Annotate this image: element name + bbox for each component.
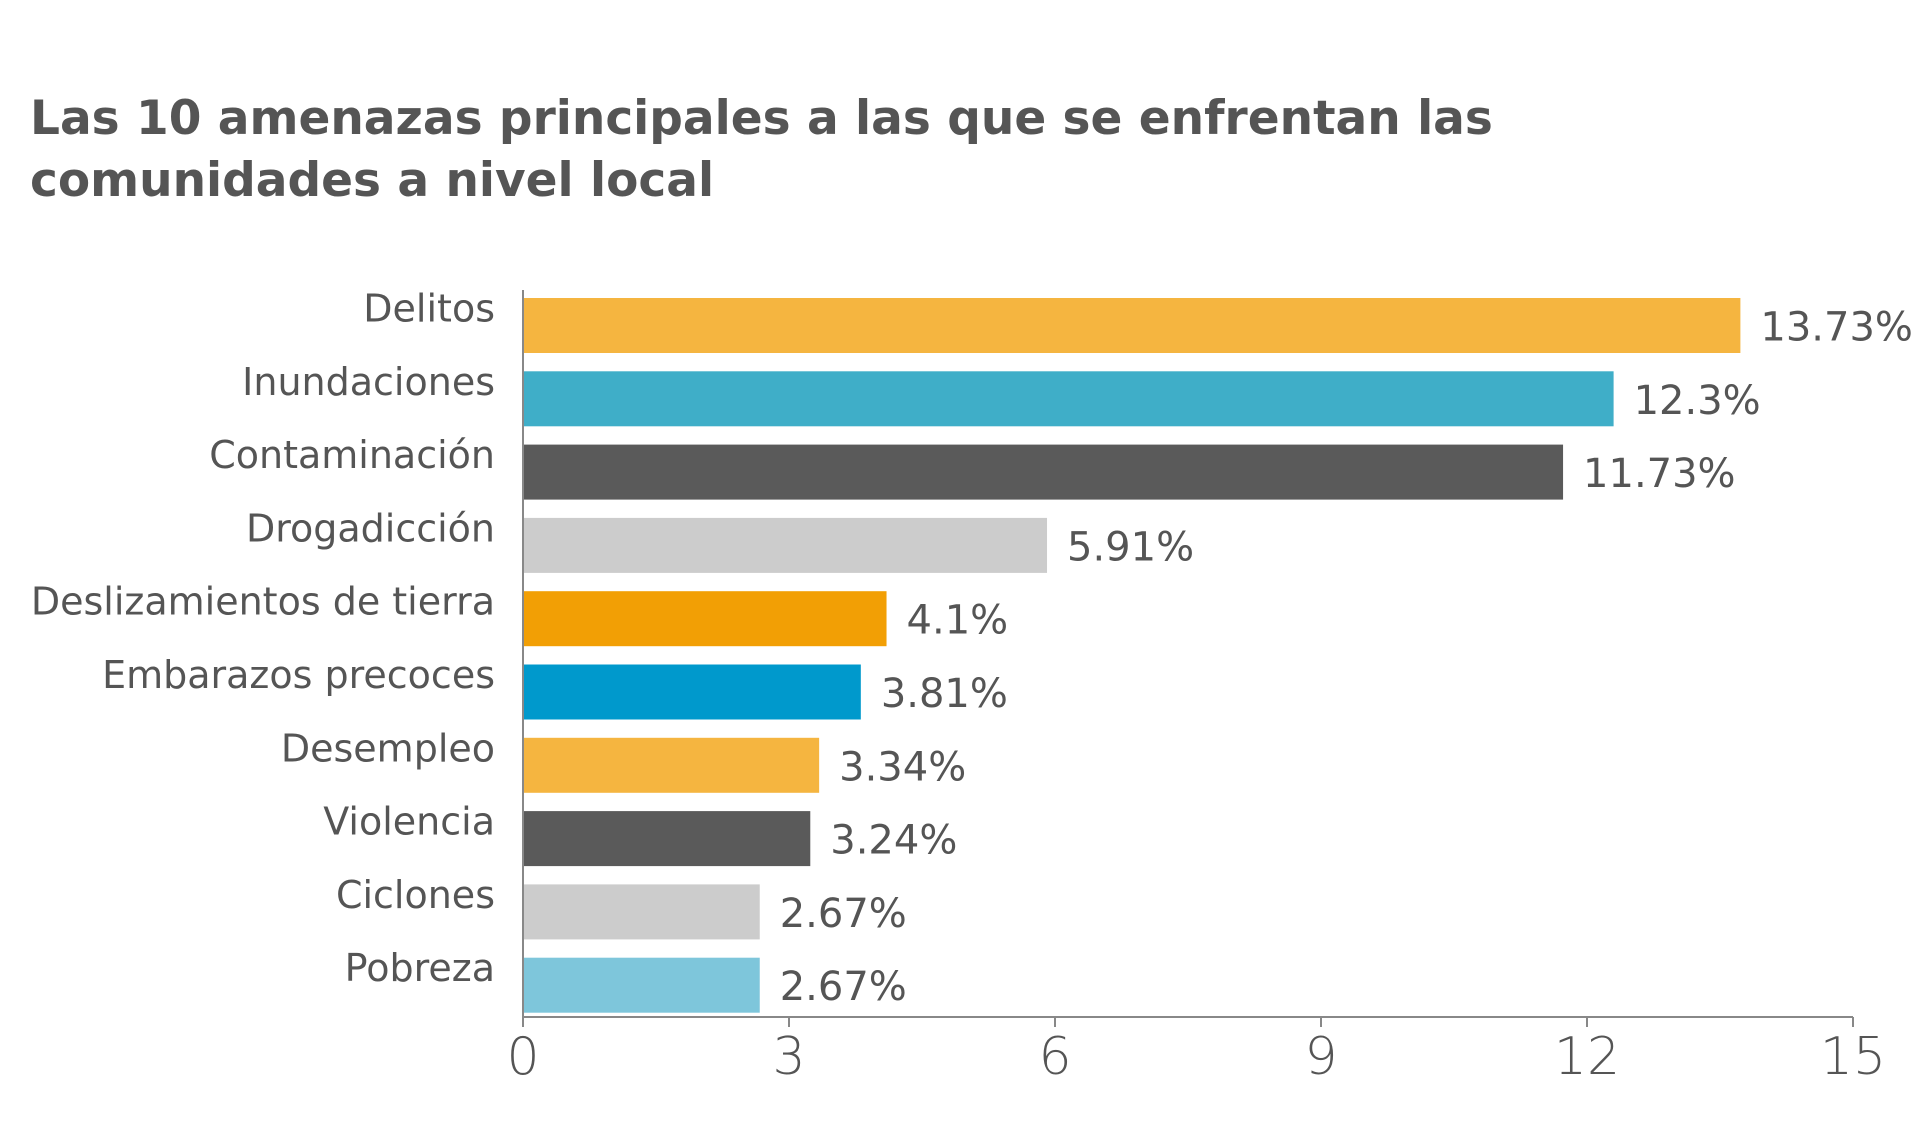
value-label: 2.67% [780,891,907,937]
x-axis-ticks: 0 3 6 9 12 15 [506,1017,1886,1087]
x-tick-label: 9 [1304,1027,1337,1087]
x-tick-label: 15 [1820,1027,1886,1087]
value-label: 4.1% [907,598,1009,644]
value-label: 12.3% [1634,378,1761,424]
x-tick-label: 3 [772,1027,805,1087]
x-tick-label: 6 [1038,1027,1071,1087]
category-label: Delitos [363,287,495,331]
bar-9 [523,884,760,940]
category-label: Deslizamientos de tierra [31,580,495,624]
category-label: Contaminación [209,433,495,477]
bar-2 [523,371,1614,427]
value-label: 3.34% [839,744,966,790]
category-label: Drogadicción [246,506,495,550]
bar-5 [523,591,887,647]
value-label: 2.67% [780,964,907,1010]
bar-8 [523,811,811,867]
chart-title: Las 10 amenazas principales a las que se… [30,91,1493,208]
category-label: Embarazos precoces [102,653,495,697]
value-label: 5.91% [1067,524,1194,570]
category-label: Inundaciones [242,360,495,404]
bar-6 [523,664,861,720]
bar-10 [523,957,760,1013]
labels-layer: Delitos 13.73% Inundaciones 12.3% Contaminac… [31,287,1913,1011]
category-label: Ciclones [336,873,495,917]
bar-3 [523,444,1564,500]
category-label: Violencia [323,800,495,844]
value-label: 3.81% [881,671,1008,717]
bars-layer [523,298,1741,1013]
x-tick-label: 12 [1554,1027,1620,1087]
value-label: 13.73% [1760,305,1913,351]
value-label: 3.24% [830,818,957,864]
category-label: Pobreza [345,946,495,990]
bar-4 [523,517,1048,573]
category-label: Desempleo [281,726,495,770]
bar-7 [523,737,820,793]
value-label: 11.73% [1583,451,1736,497]
x-tick-label: 0 [506,1027,539,1087]
bar-1 [523,298,1741,353]
